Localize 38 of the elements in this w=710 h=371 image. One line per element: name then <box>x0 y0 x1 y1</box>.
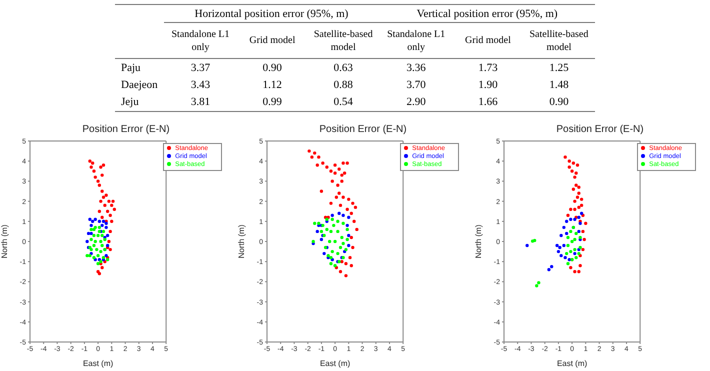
text: Vertical position error (95%, m) <box>379 4 595 23</box>
chart-title: Position Error (E-N) <box>556 124 644 135</box>
category-label: Daejeon <box>121 79 158 92</box>
text: 0.88 <box>334 79 353 92</box>
y-axis-title: North (m) <box>236 224 246 258</box>
text: 3.37 <box>190 62 210 74</box>
text: 0.90 <box>262 62 282 74</box>
x-axis-title: East (m) <box>82 359 114 368</box>
category-label: Satellite-based model <box>528 28 590 55</box>
category-label: Grid model <box>464 34 512 48</box>
text: 3.70 <box>406 79 426 92</box>
text: 1.66 <box>478 96 498 108</box>
y-axis-title: North (m) <box>474 224 483 258</box>
category-label: Standalone L1 only <box>386 28 446 55</box>
x-axis-title: East (m) <box>320 359 350 368</box>
text: 0.90 <box>549 96 569 108</box>
y-axis-title: North (m) <box>0 224 9 258</box>
text: 3.43 <box>190 79 210 92</box>
text: 0.63 <box>334 62 353 74</box>
category-label: Paju <box>121 62 141 74</box>
text: 1.73 <box>478 62 498 74</box>
text: Horizontal position error (95%, m) <box>164 4 380 23</box>
text: 0.54 <box>334 96 353 108</box>
x-axis-title: East (m) <box>556 359 588 368</box>
category-label: Satellite-based model <box>312 28 374 55</box>
category-label: Grid model <box>248 34 296 48</box>
category-label: Jeju <box>121 96 139 108</box>
chart-title: Position Error (E-N) <box>319 124 407 135</box>
text: 3.81 <box>190 96 210 108</box>
text: 1.12 <box>262 79 282 92</box>
chart-title: Position Error (E-N) <box>82 124 170 135</box>
text: 1.90 <box>478 79 498 92</box>
text: 0.99 <box>262 96 282 108</box>
text: 1.25 <box>549 62 569 74</box>
text: 3.36 <box>406 62 426 74</box>
text: 2.90 <box>406 96 426 108</box>
text: 1.48 <box>549 79 569 92</box>
category-label: Standalone L1 only <box>170 28 231 55</box>
